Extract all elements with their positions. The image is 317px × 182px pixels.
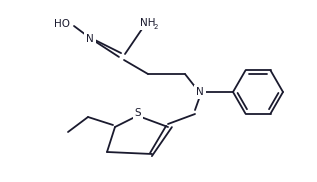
Text: S: S [135, 108, 141, 118]
Text: HO: HO [54, 19, 70, 29]
Text: N: N [86, 34, 94, 44]
Text: NH: NH [140, 18, 156, 28]
Text: N: N [196, 87, 204, 97]
Text: 2: 2 [154, 24, 158, 30]
